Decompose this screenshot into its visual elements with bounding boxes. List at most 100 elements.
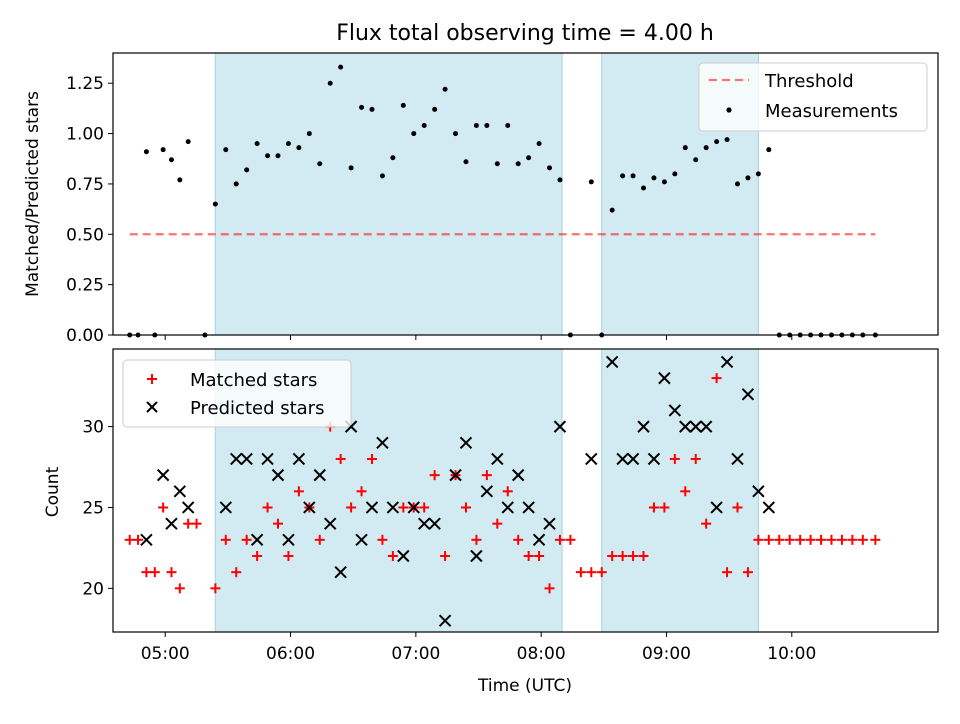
matched-star-point — [763, 534, 774, 545]
matched-star-point — [836, 534, 847, 545]
matched-star-point — [335, 453, 346, 464]
measurement-point — [641, 185, 647, 191]
matched-star-point — [565, 534, 576, 545]
measurement-point — [348, 165, 354, 171]
count-y-tick-label: 20 — [82, 579, 104, 599]
measurement-point — [620, 173, 626, 179]
matched-star-point — [870, 534, 881, 545]
count-panel: 20 25 30 05:00 06:00 07:00 08:00 09:00 10:00 Co… — [43, 348, 939, 696]
predicted-star-point — [334, 565, 347, 579]
measurement-point — [473, 123, 479, 129]
matched-star-point — [346, 502, 357, 513]
measurement-point — [526, 155, 532, 161]
legend-predicted-swatch — [146, 401, 158, 413]
measurement-point — [223, 147, 229, 153]
predicted-star-point — [553, 420, 567, 433]
measurement-point — [306, 131, 312, 137]
measurement-point — [588, 179, 594, 185]
predicted-star-point — [585, 452, 598, 466]
matched-star-point — [680, 486, 691, 497]
matched-star-point — [795, 534, 806, 545]
predicted-star-point — [438, 614, 452, 627]
measurement-point — [421, 123, 427, 129]
matched-star-point — [857, 534, 868, 545]
matched-star-point — [252, 550, 263, 561]
matched-star-point — [366, 453, 377, 464]
measurement-point — [317, 161, 323, 167]
measurement-point — [296, 145, 302, 151]
matched-star-point — [191, 518, 202, 529]
matched-star-point — [669, 453, 680, 464]
matched-star-point — [596, 567, 607, 578]
matched-star-point — [711, 373, 722, 384]
matched-star-point — [149, 567, 160, 578]
measurement-point — [682, 145, 688, 151]
matched-star-point — [166, 567, 177, 578]
measurement-point — [453, 131, 459, 137]
predicted-star-point — [240, 452, 253, 466]
measurement-point — [442, 86, 448, 92]
measurement-point — [651, 175, 657, 181]
measurement-point — [609, 207, 615, 213]
matched-star-point — [722, 567, 733, 578]
ratio-y-tick-label: 1.00 — [66, 125, 104, 145]
measurement-point — [755, 171, 761, 177]
matched-star-point — [513, 534, 524, 545]
matched-star-point — [523, 550, 534, 561]
measurement-point — [672, 171, 678, 177]
matched-stars-points — [124, 373, 881, 594]
measurement-point — [185, 139, 191, 145]
measurement-point — [212, 201, 218, 207]
measurement-point — [177, 177, 183, 183]
ratio-y-tick-label: 0.25 — [66, 276, 104, 296]
matched-star-point — [387, 550, 398, 561]
predicted-star-point — [181, 501, 195, 514]
measurement-point — [275, 153, 281, 159]
legend-matched-label: Matched stars — [190, 370, 317, 391]
measurement-point — [265, 153, 271, 159]
predicted-star-point — [752, 485, 765, 498]
matched-star-point — [419, 502, 430, 513]
time-x-tick-label: 10:00 — [767, 644, 816, 664]
ratio-panel: 0.00 0.25 0.50 0.75 1.00 1.25 Matched/Predict… — [23, 52, 939, 346]
ratio-y-tick-label: 1.25 — [66, 74, 104, 94]
time-x-tick-label: 05:00 — [141, 644, 190, 664]
ratio-y-tick-label: 0.75 — [66, 175, 104, 195]
predicted-star-point — [522, 501, 535, 514]
predicted-star-point — [303, 501, 316, 514]
matched-star-point — [314, 534, 325, 545]
ratio-legend-box — [698, 62, 928, 132]
matched-star-point — [429, 470, 440, 481]
time-x-axis-label: Time (UTC) — [477, 676, 572, 696]
predicted-star-point — [658, 371, 671, 385]
predicted-star-point — [355, 533, 368, 547]
measurement-point — [536, 141, 542, 147]
matched-star-point — [690, 453, 701, 464]
measurement-point — [515, 161, 521, 167]
matched-star-point — [816, 534, 827, 545]
measurement-point — [390, 155, 396, 161]
matched-star-point — [753, 534, 764, 545]
matched-star-point — [124, 534, 135, 545]
predicted-star-point — [282, 533, 295, 547]
measurement-point — [359, 104, 365, 110]
matched-star-point — [701, 518, 712, 529]
predicted-star-point — [428, 517, 441, 530]
predicted-star-point — [156, 468, 170, 482]
predicted-star-point — [668, 404, 682, 417]
matched-star-point — [174, 583, 185, 594]
predicted-star-point — [679, 420, 692, 433]
measurement-point — [557, 177, 563, 183]
predicted-star-point — [731, 452, 744, 466]
matched-star-point — [141, 567, 152, 578]
measurement-point — [379, 173, 385, 179]
predicted-star-point — [710, 501, 723, 514]
predicted-star-point — [689, 420, 702, 433]
measurement-point — [693, 157, 699, 163]
measurement-point — [244, 167, 250, 173]
matched-star-point — [492, 518, 503, 529]
measurement-point — [494, 161, 500, 167]
measurement-point — [160, 147, 166, 153]
matched-star-point — [544, 583, 555, 594]
